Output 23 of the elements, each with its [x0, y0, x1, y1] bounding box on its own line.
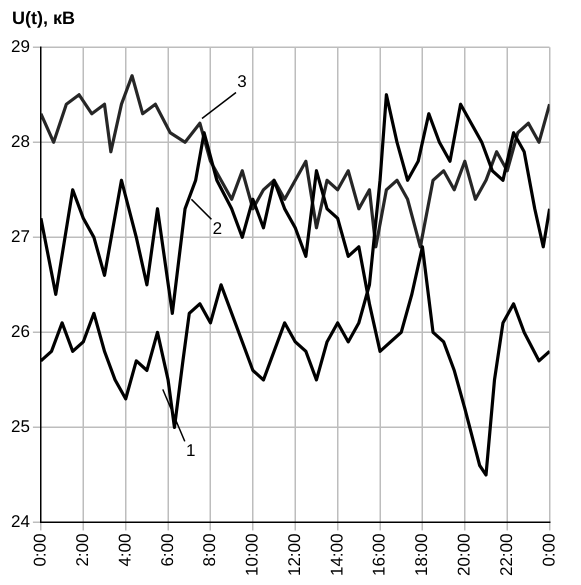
- y-tick-label: 28: [10, 132, 30, 151]
- annotation: 3: [237, 72, 247, 92]
- y-tick-label: 29: [10, 36, 30, 56]
- x-tick-label: 12:00: [284, 533, 304, 576]
- x-tick-label: 18:00: [412, 533, 432, 576]
- annotation: 1: [186, 441, 196, 460]
- x-tick-label: 22:00: [496, 533, 516, 576]
- y-tick-label: 25: [10, 417, 30, 436]
- x-tick-label: 4:00: [115, 533, 134, 567]
- x-tick-label: 6:00: [158, 533, 177, 567]
- x-tick-label: 0:00: [539, 533, 558, 567]
- x-tick-label: 0:00: [30, 533, 50, 567]
- annotation: 2: [212, 218, 222, 238]
- x-tick-label: 10:00: [242, 533, 262, 576]
- y-tick-label: 24: [10, 512, 30, 532]
- y-tick-label: 26: [10, 322, 30, 342]
- x-tick-label: 14:00: [327, 533, 346, 576]
- y-tick-label: 27: [10, 226, 30, 246]
- y-axis-title: U(t), кВ: [11, 8, 76, 30]
- x-tick-label: 16:00: [370, 533, 389, 576]
- x-tick-label: 8:00: [200, 533, 220, 567]
- x-tick-label: 20:00: [454, 533, 474, 576]
- x-tick-label: 2:00: [72, 533, 92, 567]
